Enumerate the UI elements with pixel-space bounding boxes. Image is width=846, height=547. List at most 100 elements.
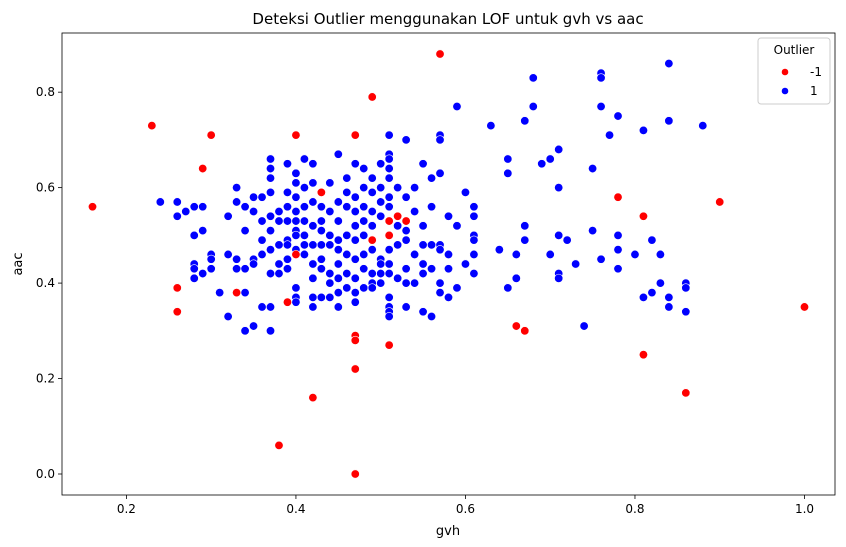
inlier-point: [342, 283, 352, 293]
inlier-point: [503, 283, 513, 293]
inlier-point: [384, 269, 394, 279]
inlier-point: [325, 269, 335, 279]
inlier-point: [274, 216, 284, 226]
inlier-point: [460, 259, 470, 269]
inlier-point: [342, 269, 352, 279]
inlier-point: [316, 254, 326, 264]
inlier-point: [333, 235, 343, 245]
inlier-point: [376, 197, 386, 207]
inlier-point: [333, 288, 343, 298]
outlier-point: [291, 130, 301, 140]
inlier-point: [342, 230, 352, 240]
inlier-point: [240, 202, 250, 212]
outlier-point: [520, 326, 530, 336]
inlier-point: [308, 292, 318, 302]
inlier-point: [359, 183, 369, 193]
inlier-point: [469, 269, 479, 279]
inlier-point: [443, 249, 453, 259]
plot-frame: [61, 32, 836, 496]
inlier-point: [376, 278, 386, 288]
inlier-point: [206, 254, 216, 264]
inlier-point: [223, 249, 233, 259]
inlier-point: [299, 216, 309, 226]
inlier-point: [308, 159, 318, 169]
inlier-point: [325, 178, 335, 188]
inlier-point: [384, 154, 394, 164]
axes-layer: 0.2 0.4 0.6 0.8 1.0 0.0 0.2 0.4 0.6 0.8: [36, 85, 814, 516]
inlier-point: [240, 264, 250, 274]
legend-box: [757, 37, 831, 105]
inlier-point: [613, 245, 623, 255]
inlier-point: [291, 283, 301, 293]
inlier-point: [274, 207, 284, 217]
x-tick-label: 0.6: [456, 502, 475, 516]
outlier-point: [274, 440, 284, 450]
inlier-point: [291, 207, 301, 217]
inlier-point: [266, 326, 276, 336]
inlier-point: [613, 230, 623, 240]
inlier-point: [316, 226, 326, 236]
inlier-point: [350, 254, 360, 264]
inlier-point: [291, 216, 301, 226]
outlier-point: [384, 230, 394, 240]
inlier-point: [393, 273, 403, 283]
outlier-point: [350, 130, 360, 140]
inlier-point: [664, 59, 674, 69]
inlier-point: [367, 269, 377, 279]
inlier-point: [342, 249, 352, 259]
outlier-point: [367, 92, 377, 102]
inlier-point: [215, 288, 225, 298]
inlier-point: [427, 173, 437, 183]
inlier-point: [299, 154, 309, 164]
plot-area: [62, 33, 835, 495]
inlier-point: [554, 230, 564, 240]
inlier-point: [664, 116, 674, 126]
inlier-point: [401, 226, 411, 236]
outlier-point: [291, 249, 301, 259]
inlier-point: [266, 245, 276, 255]
inlier-point: [172, 197, 182, 207]
inlier-point: [350, 159, 360, 169]
inlier-point: [266, 302, 276, 312]
inlier-point: [333, 302, 343, 312]
inlier-point: [249, 259, 259, 269]
outlier-point: [172, 283, 182, 293]
inlier-point: [367, 283, 377, 293]
inlier-point: [223, 311, 233, 321]
inlier-point: [257, 302, 267, 312]
inlier-point: [401, 278, 411, 288]
outlier-point: [715, 197, 725, 207]
inlier-point: [232, 264, 242, 274]
inlier-point: [282, 216, 292, 226]
inlier-point: [401, 192, 411, 202]
outlier-point: [308, 393, 318, 403]
inlier-point: [401, 302, 411, 312]
inlier-point: [452, 283, 462, 293]
inlier-point: [503, 154, 513, 164]
y-tick-label: 0.0: [36, 467, 55, 481]
inlier-point: [367, 187, 377, 197]
inlier-point: [266, 211, 276, 221]
x-axis-label: gvh: [436, 524, 460, 539]
outlier-point: [384, 216, 394, 226]
inlier-point: [410, 249, 420, 259]
inlier-point: [308, 240, 318, 250]
x-tick-label: 0.2: [117, 502, 136, 516]
inlier-point: [232, 183, 242, 193]
outlier-point: [350, 469, 360, 479]
inlier-point: [359, 164, 369, 174]
inlier-point: [333, 149, 343, 159]
inlier-point: [172, 211, 182, 221]
inlier-point: [206, 264, 216, 274]
inlier-point: [588, 226, 598, 236]
inlier-point: [325, 240, 335, 250]
inlier-point: [520, 221, 530, 231]
inlier-point: [274, 269, 284, 279]
outlier-point: [638, 211, 648, 221]
inlier-point: [418, 221, 428, 231]
inlier-point: [520, 235, 530, 245]
inlier-point: [232, 197, 242, 207]
legend: Outlier -1 1: [757, 37, 831, 105]
inlier-point: [257, 249, 267, 259]
